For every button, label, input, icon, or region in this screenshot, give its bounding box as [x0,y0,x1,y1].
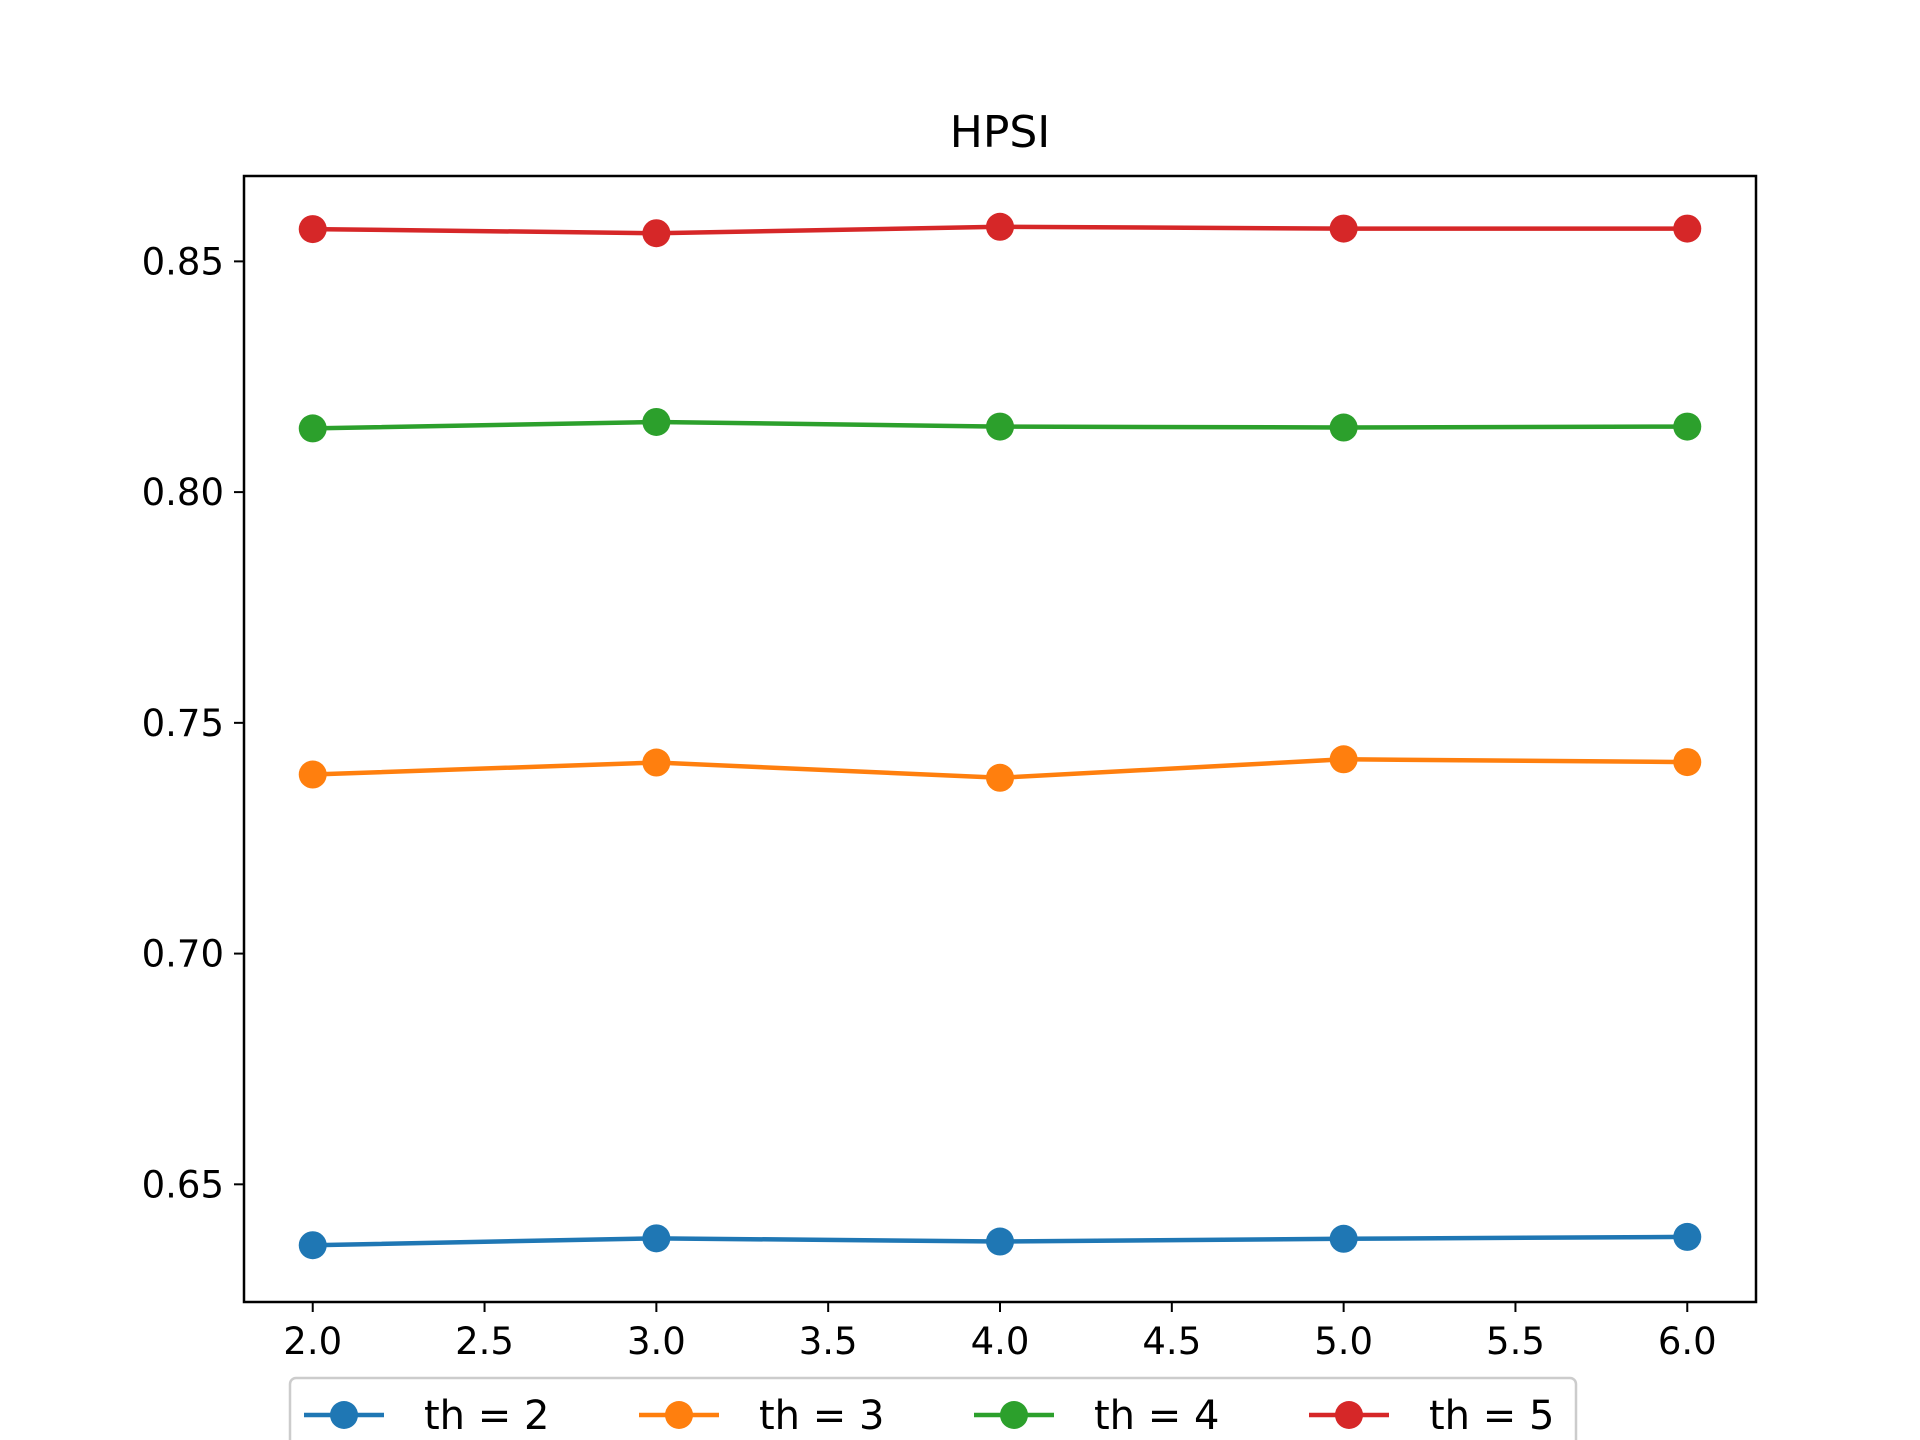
data-point-s4-4 [1329,214,1358,243]
data-point-s3-5 [1673,412,1702,441]
data-point-s4-2 [642,219,671,248]
legend-marker [1335,1401,1363,1429]
plot-frame [242,174,1758,1304]
x-tick-label: 2.0 [283,1320,342,1363]
data-point-s2-4 [1329,745,1358,774]
data-point-s1-1 [298,1231,327,1260]
x-tick-label: 5.5 [1486,1320,1545,1363]
legend-label: th = 2 [424,1393,549,1439]
plot-area [242,174,1758,1304]
legend-box [288,1376,1578,1440]
x-tick-label: 3.0 [627,1320,686,1363]
data-point-s3-1 [298,414,327,443]
legend-marker [1000,1401,1028,1429]
y-axis: 0.65 0.70 0.75 0.80 0.85 [142,240,244,1206]
y-tick-label: 0.80 [142,471,224,514]
x-tick-label: 2.5 [455,1320,514,1363]
data-point-s1-2 [642,1224,671,1253]
x-tick-label: 3.5 [799,1320,858,1363]
legend-item-4: th = 5 [1309,1393,1554,1439]
legend-item-1: th = 2 [304,1393,549,1439]
data-point-s2-3 [986,763,1014,792]
y-tick-label: 0.75 [142,702,224,745]
legend: th = 2 th = 3 th = 4 th = 5 [288,1376,1578,1440]
data-point-s2-1 [298,760,327,789]
data-point-s4-3 [986,212,1014,241]
x-tick-label: 4.0 [971,1320,1030,1363]
chart-title: HPSI [950,107,1051,158]
x-tick-label: 4.5 [1142,1320,1201,1363]
legend-marker [665,1401,693,1429]
data-point-s3-2 [642,407,671,436]
data-point-s3-3 [986,412,1014,441]
data-point-s2-5 [1673,748,1702,777]
data-point-s4-1 [298,215,327,244]
y-tick-label: 0.85 [142,240,224,283]
y-tick-label: 0.70 [142,933,224,976]
legend-label: th = 5 [1429,1393,1554,1439]
legend-label: th = 3 [759,1393,884,1439]
legend-marker [330,1401,358,1429]
data-point-s1-3 [986,1227,1014,1256]
legend-label: th = 4 [1094,1393,1219,1439]
data-point-s2-2 [642,748,671,777]
x-tick-label: 5.0 [1314,1320,1373,1363]
x-tick-label: 6.0 [1658,1320,1717,1363]
data-point-s1-4 [1329,1224,1358,1253]
data-point-s1-5 [1673,1222,1702,1251]
legend-item-3: th = 4 [974,1393,1219,1439]
x-axis: 2.0 2.5 3.0 3.5 4.0 4.5 5.0 5.5 6.0 [283,1302,1717,1363]
legend-item-2: th = 3 [639,1393,884,1439]
data-point-s3-4 [1329,413,1358,442]
data-point-s4-5 [1673,214,1702,243]
y-tick-label: 0.65 [142,1163,224,1206]
